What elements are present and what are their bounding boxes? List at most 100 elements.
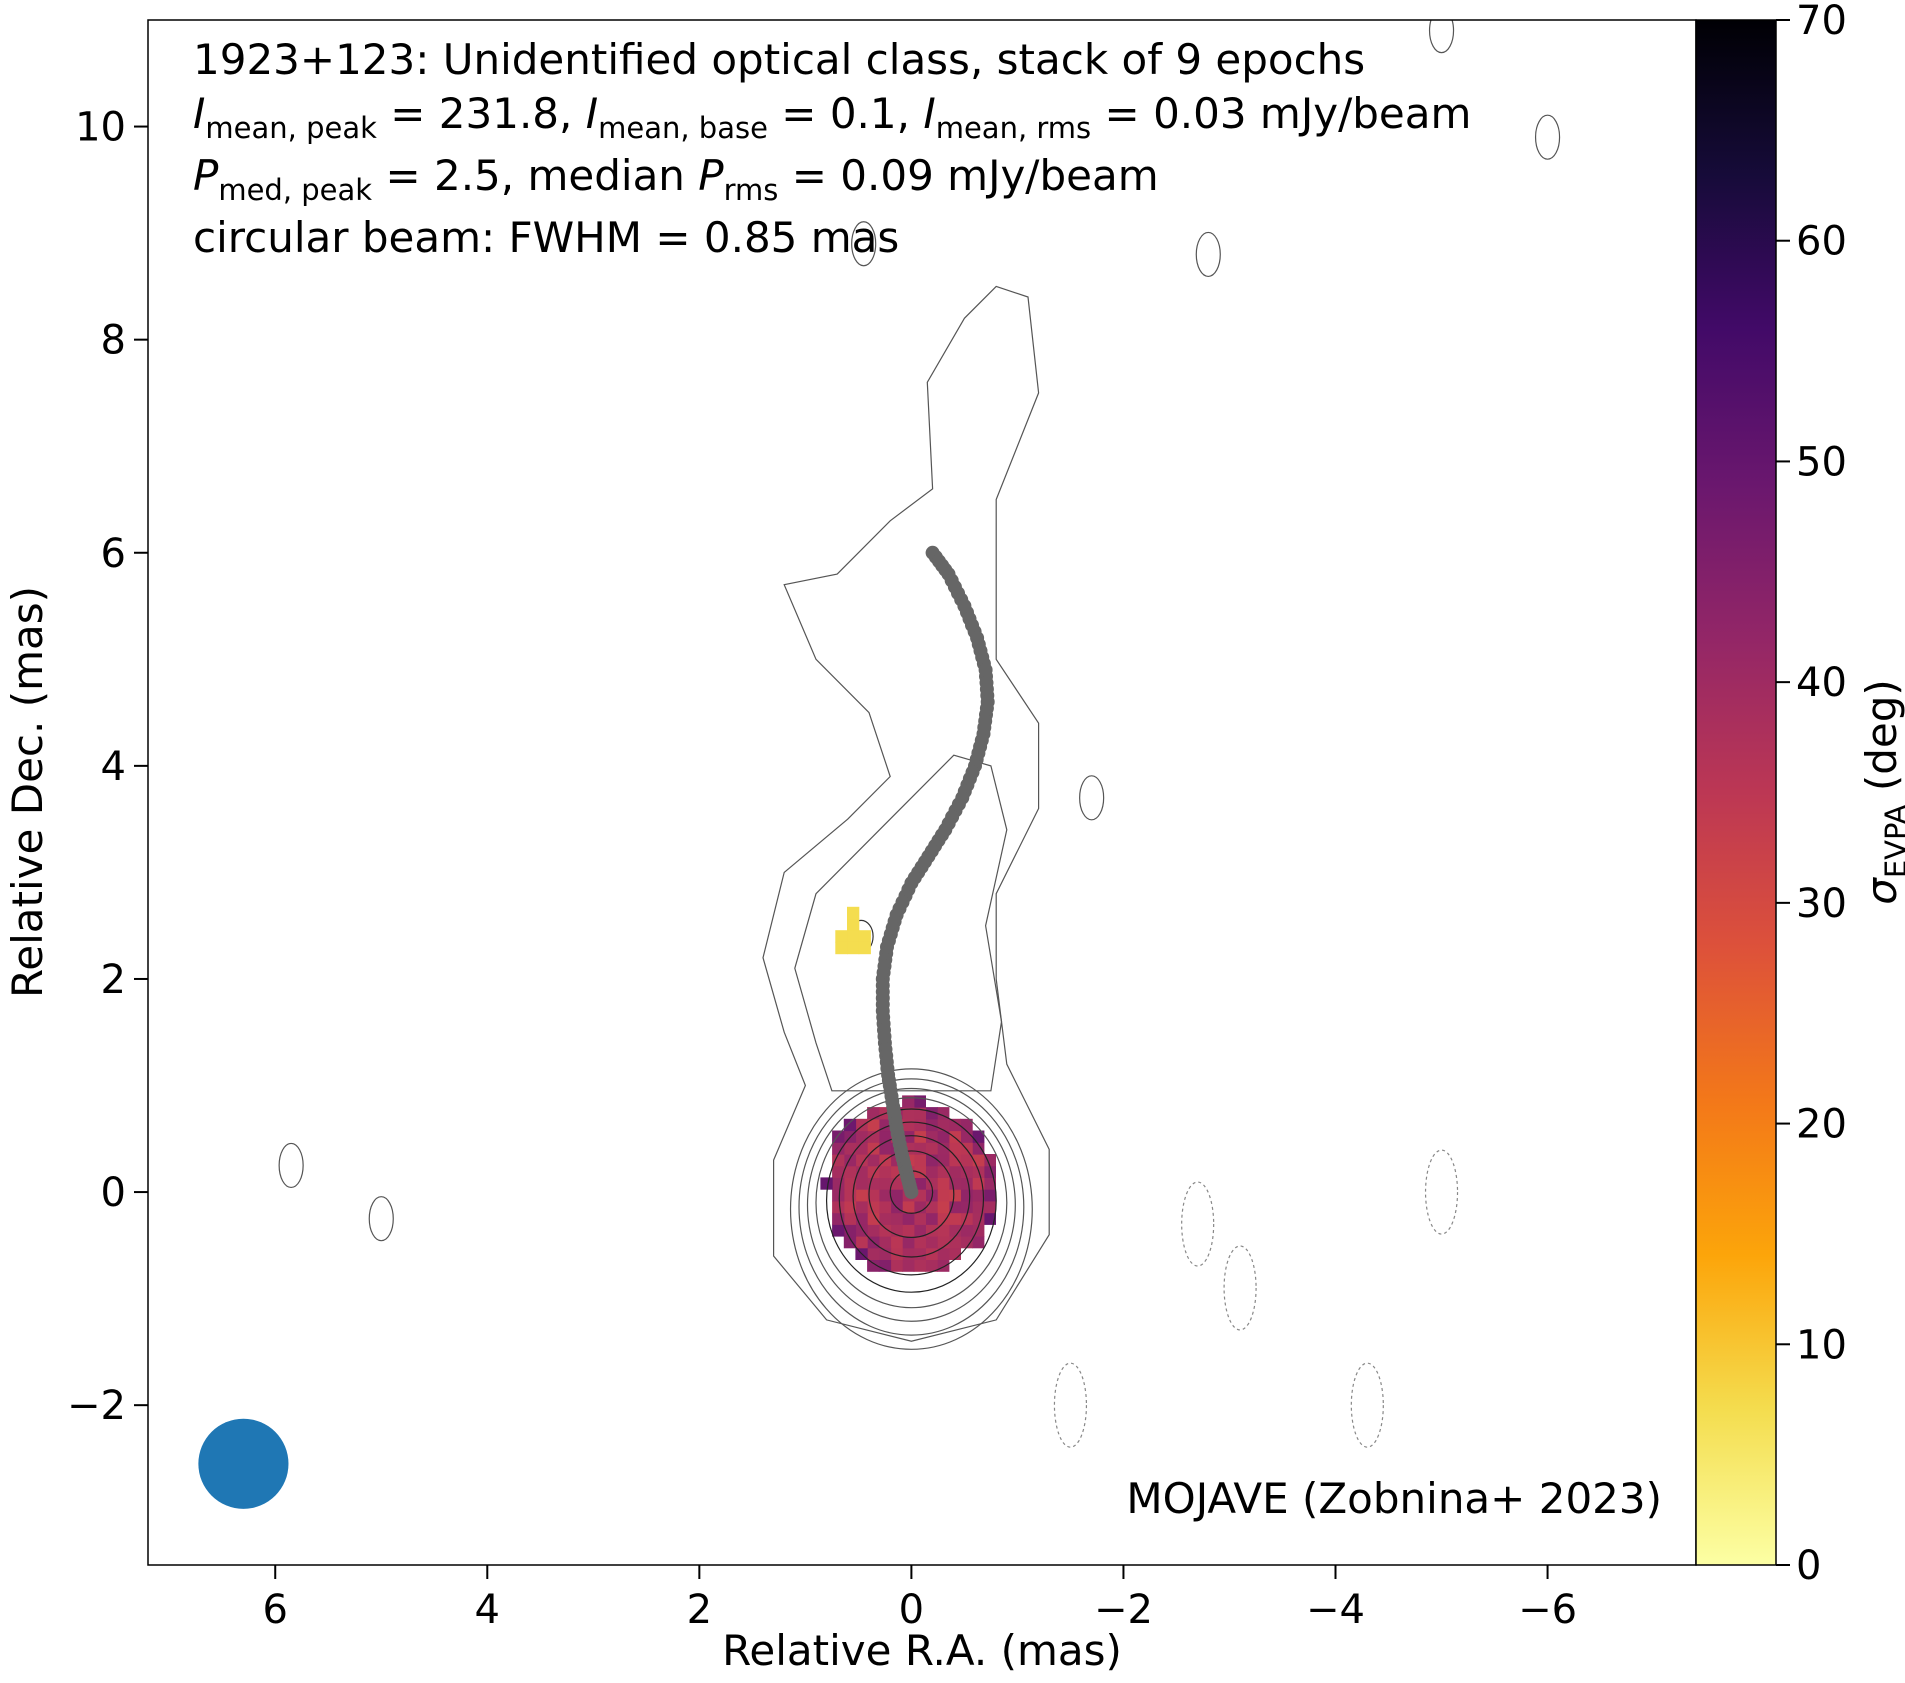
- evpa-sigma-pixel: [855, 1189, 868, 1202]
- evpa-sigma-pixel: [878, 1189, 892, 1202]
- evpa-sigma-pixel: [983, 1200, 996, 1214]
- intensity-contours: [278, 20, 1561, 1448]
- evpa-sigma-pixel: [948, 1165, 961, 1178]
- evpa-sigma-pixel: [913, 1236, 926, 1249]
- contour-island: [1079, 775, 1105, 821]
- evpa-sigma-pixel: [878, 1247, 892, 1260]
- evpa-sigma-pixel: [832, 1142, 845, 1155]
- evpa-sigma-pixel: [890, 1236, 903, 1249]
- evpa-sigma-pixel: [855, 1142, 868, 1155]
- x-tick-label: 4: [475, 1587, 500, 1633]
- evpa-sigma-pixel: [937, 1189, 950, 1202]
- evpa-sigma-pixel: [890, 1189, 903, 1202]
- evpa-sigma-pixel: [878, 1236, 892, 1249]
- x-tick-label: −6: [1518, 1587, 1577, 1633]
- evpa-sigma-pixels: [820, 906, 996, 1272]
- intensity-rms-sub: mean, rms: [936, 111, 1091, 145]
- inner-contour: [794, 754, 1008, 1092]
- evpa-sigma-pixel: [878, 1142, 892, 1155]
- plot-layer: [198, 20, 1561, 1509]
- evpa-sigma-pixel: [878, 1224, 892, 1237]
- evpa-sigma-pixel: [867, 1107, 880, 1120]
- evpa-sigma-pixel: [948, 1236, 961, 1249]
- colorbar-label: σEVPA (deg): [1857, 679, 1905, 905]
- evpa-sigma-pixel: [832, 1200, 845, 1214]
- y-tick-label: 6: [101, 531, 126, 577]
- evpa-sigma-pixel: [937, 1107, 950, 1120]
- chart-title: 1923+123: Unidentified optical class, st…: [193, 35, 1365, 84]
- intensity-base-sub: mean, base: [598, 111, 768, 145]
- evpa-sigma-pixel: [867, 1130, 880, 1143]
- evpa-sigma-pixel: [925, 1236, 938, 1249]
- evpa-sigma-pixel: [843, 1189, 857, 1202]
- colorbar-tick-label: 10: [1796, 1322, 1847, 1368]
- evpa-sigma-pixel: [855, 1177, 868, 1190]
- colorbar-tick-label: 40: [1796, 660, 1847, 706]
- evpa-sigma-pixel: [867, 1189, 880, 1202]
- y-tick-label: 2: [101, 957, 126, 1003]
- polarization-peak-value: = 2.5, median: [372, 151, 698, 200]
- evpa-sigma-pixel: [948, 1118, 961, 1132]
- evpa-sigma-pixel: [855, 1154, 868, 1167]
- evpa-sigma-pixel: [867, 1142, 880, 1155]
- evpa-sigma-pixel: [913, 1095, 926, 1108]
- intensity-symbol: I: [193, 89, 205, 138]
- evpa-sigma-pixel: [925, 1154, 938, 1167]
- evpa-sigma-pixel: [890, 1212, 903, 1225]
- evpa-sigma-pixel: [925, 1142, 938, 1155]
- evpa-sigma-pixel: [878, 1165, 892, 1178]
- intensity-symbol-3: I: [923, 89, 935, 138]
- evpa-sigma-pixel: [902, 1118, 915, 1132]
- contour-island: [851, 221, 877, 267]
- evpa-sigma-pixel: [913, 1259, 926, 1272]
- colorbar-label-symbol: σ: [1857, 877, 1905, 905]
- knot-pixel: [835, 941, 848, 955]
- intensity-base-value: = 0.1,: [768, 89, 923, 138]
- evpa-sigma-pixel: [960, 1189, 973, 1202]
- polarization-peak-sub: med, peak: [218, 173, 372, 207]
- evpa-sigma-pixel: [867, 1212, 880, 1225]
- evpa-sigma-pixel: [937, 1130, 950, 1143]
- x-axis-ticks: 6 4 2 0 −2 −4 −6: [263, 1565, 1577, 1633]
- evpa-sigma-pixel: [960, 1212, 973, 1225]
- evpa-sigma-pixel: [960, 1200, 973, 1214]
- evpa-sigma-pixel: [960, 1154, 973, 1167]
- evpa-sigma-pixel: [832, 1177, 845, 1190]
- evpa-sigma-pixel: [983, 1189, 996, 1202]
- evpa-sigma-pixel: [913, 1212, 926, 1225]
- evpa-sigma-pixel: [948, 1247, 961, 1260]
- evpa-sigma-pixel: [937, 1212, 950, 1225]
- polarization-symbol: P: [193, 151, 219, 200]
- beam-ellipse: [198, 1418, 289, 1509]
- evpa-sigma-pixel: [960, 1130, 973, 1143]
- evpa-sigma-pixel: [925, 1165, 938, 1178]
- y-tick-label: 0: [101, 1170, 126, 1216]
- evpa-sigma-pixel: [867, 1224, 880, 1237]
- evpa-sigma-pixel: [948, 1200, 961, 1214]
- colorbar-ticks: 0 10 20 30 40 50 60 70: [1776, 0, 1847, 1589]
- evpa-sigma-pixel: [902, 1107, 915, 1120]
- evpa-sigma-pixel: [913, 1154, 926, 1167]
- evpa-sigma-pixel: [983, 1177, 996, 1190]
- evpa-sigma-pixel: [902, 1224, 915, 1237]
- core-contour-ring: [852, 1135, 971, 1258]
- intensity-peak-sub: mean, peak: [205, 111, 377, 145]
- evpa-sigma-pixel: [948, 1177, 961, 1190]
- core-contour-ring: [868, 1150, 955, 1239]
- evpa-sigma-pixel: [878, 1177, 892, 1190]
- evpa-sigma-pixel: [867, 1118, 880, 1132]
- evpa-sigma-pixel: [937, 1236, 950, 1249]
- negative-contour-island: [1350, 1362, 1384, 1448]
- evpa-sigma-pixel: [855, 1236, 868, 1249]
- y-axis-ticks: −2 0 2 4 6 8 10: [67, 105, 148, 1429]
- beam-description: circular beam: FWHM = 0.85 mas: [193, 213, 899, 262]
- x-tick-label: −4: [1306, 1587, 1365, 1633]
- evpa-sigma-pixel: [890, 1247, 903, 1260]
- knot-pixel: [847, 930, 860, 943]
- evpa-sigma-pixel: [983, 1212, 996, 1225]
- x-tick-label: 6: [263, 1587, 288, 1633]
- evpa-sigma-pixel: [902, 1259, 915, 1272]
- evpa-sigma-pixel: [972, 1200, 985, 1214]
- evpa-sigma-pixel: [972, 1165, 985, 1178]
